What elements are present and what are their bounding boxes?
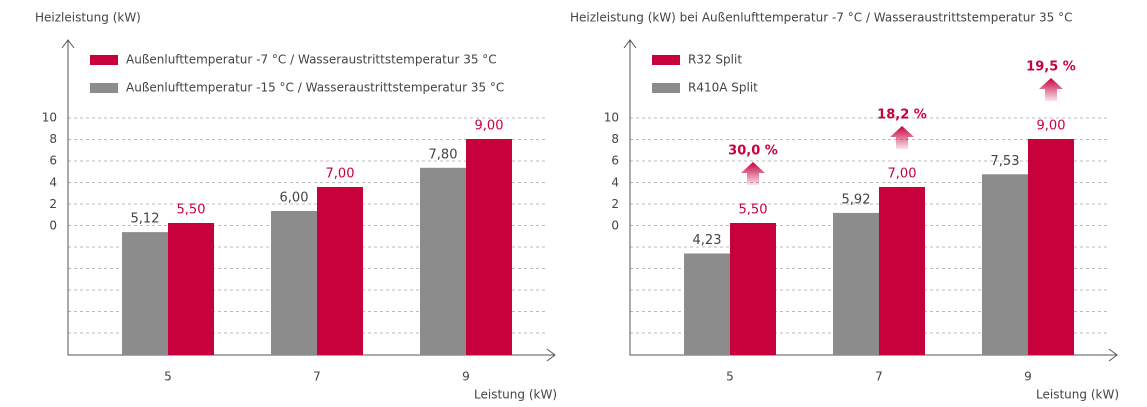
y-tick-label: 8 xyxy=(611,132,619,146)
y-tick-label: 0 xyxy=(49,219,57,233)
y-tick-label: 6 xyxy=(49,154,57,168)
y-tick-label: 0 xyxy=(611,219,619,233)
axis-title: Heizleistung (kW) xyxy=(35,11,141,25)
legend-swatch xyxy=(90,83,118,93)
x-tick-label: 7 xyxy=(875,370,883,384)
axis-arrow xyxy=(623,39,1118,362)
bar xyxy=(684,253,730,355)
increase-arrow xyxy=(1039,78,1063,101)
axes xyxy=(67,40,555,356)
bar xyxy=(833,212,879,355)
y-tick-label: 8 xyxy=(49,132,57,146)
y-tick-label: 6 xyxy=(611,154,619,168)
value-label: 7,00 xyxy=(326,167,355,182)
y-tick-label: 4 xyxy=(611,175,619,189)
annotation: 19,5 % xyxy=(1026,60,1076,75)
x-tick-label: 5 xyxy=(164,370,172,384)
value-label: 5,50 xyxy=(739,203,768,218)
value-label: 7,00 xyxy=(888,167,917,182)
value-label: 5,92 xyxy=(842,192,871,207)
value-label: 6,00 xyxy=(280,191,309,206)
x-axis-label: Leistung (kW) xyxy=(1036,388,1119,402)
legend-label: R410A Split xyxy=(688,81,758,95)
legend-label: Außenlufttemperatur -15 °C / Wasseraustr… xyxy=(126,81,504,95)
bar xyxy=(122,232,168,355)
bar xyxy=(1028,139,1074,355)
legend-label: R32 Split xyxy=(688,53,742,67)
y-tick-label: 2 xyxy=(611,197,619,211)
value-label: 9,00 xyxy=(1037,119,1066,134)
value-label: 7,53 xyxy=(991,154,1020,169)
x-axis-label: Leistung (kW) xyxy=(474,388,557,402)
value-label: 4,23 xyxy=(693,233,722,248)
value-label: 9,00 xyxy=(475,119,504,134)
bar xyxy=(271,211,317,355)
axis-title: Heizleistung (kW) bei Außenlufttemperatu… xyxy=(570,11,1073,25)
y-tick-label: 4 xyxy=(49,175,57,189)
bar xyxy=(879,187,925,355)
value-label: 5,12 xyxy=(131,212,160,227)
bar xyxy=(168,223,214,355)
y-tick-label: 2 xyxy=(49,197,57,211)
legend-swatch xyxy=(652,55,680,65)
y-tick-label: 10 xyxy=(604,111,619,125)
increase-arrow xyxy=(741,162,765,185)
axis-arrow xyxy=(61,39,556,362)
annotation: 18,2 % xyxy=(877,108,927,123)
x-tick-label: 9 xyxy=(462,370,470,384)
legend-swatch xyxy=(90,55,118,65)
bar xyxy=(730,223,776,355)
y-tick-label: 10 xyxy=(42,111,57,125)
increase-arrow xyxy=(890,126,914,149)
value-label: 5,50 xyxy=(177,203,206,218)
x-tick-label: 7 xyxy=(313,370,321,384)
bar xyxy=(317,187,363,355)
axes xyxy=(629,40,1117,356)
x-tick-label: 9 xyxy=(1024,370,1032,384)
value-label: 7,80 xyxy=(429,147,458,162)
legend-swatch xyxy=(652,83,680,93)
annotation: 30,0 % xyxy=(728,144,778,159)
bar xyxy=(466,139,512,355)
legend-label: Außenlufttemperatur -7 °C / Wasseraustri… xyxy=(126,53,497,67)
x-tick-label: 5 xyxy=(726,370,734,384)
bar xyxy=(982,174,1028,355)
bar xyxy=(420,167,466,355)
